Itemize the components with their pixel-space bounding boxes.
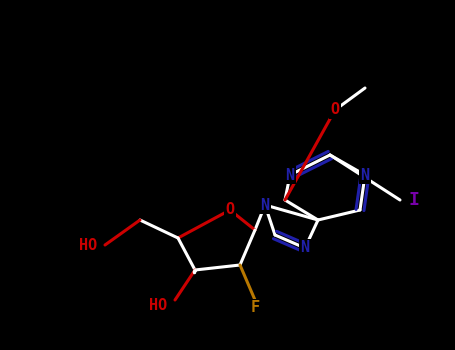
Text: HO: HO — [149, 298, 167, 313]
Text: O: O — [225, 203, 235, 217]
Text: I: I — [408, 191, 419, 209]
Text: N: N — [285, 168, 294, 182]
Text: F: F — [250, 301, 259, 315]
Text: HO: HO — [79, 238, 97, 252]
Text: N: N — [260, 197, 269, 212]
Text: O: O — [330, 103, 339, 118]
Text: N: N — [300, 240, 309, 256]
Text: N: N — [360, 168, 369, 182]
